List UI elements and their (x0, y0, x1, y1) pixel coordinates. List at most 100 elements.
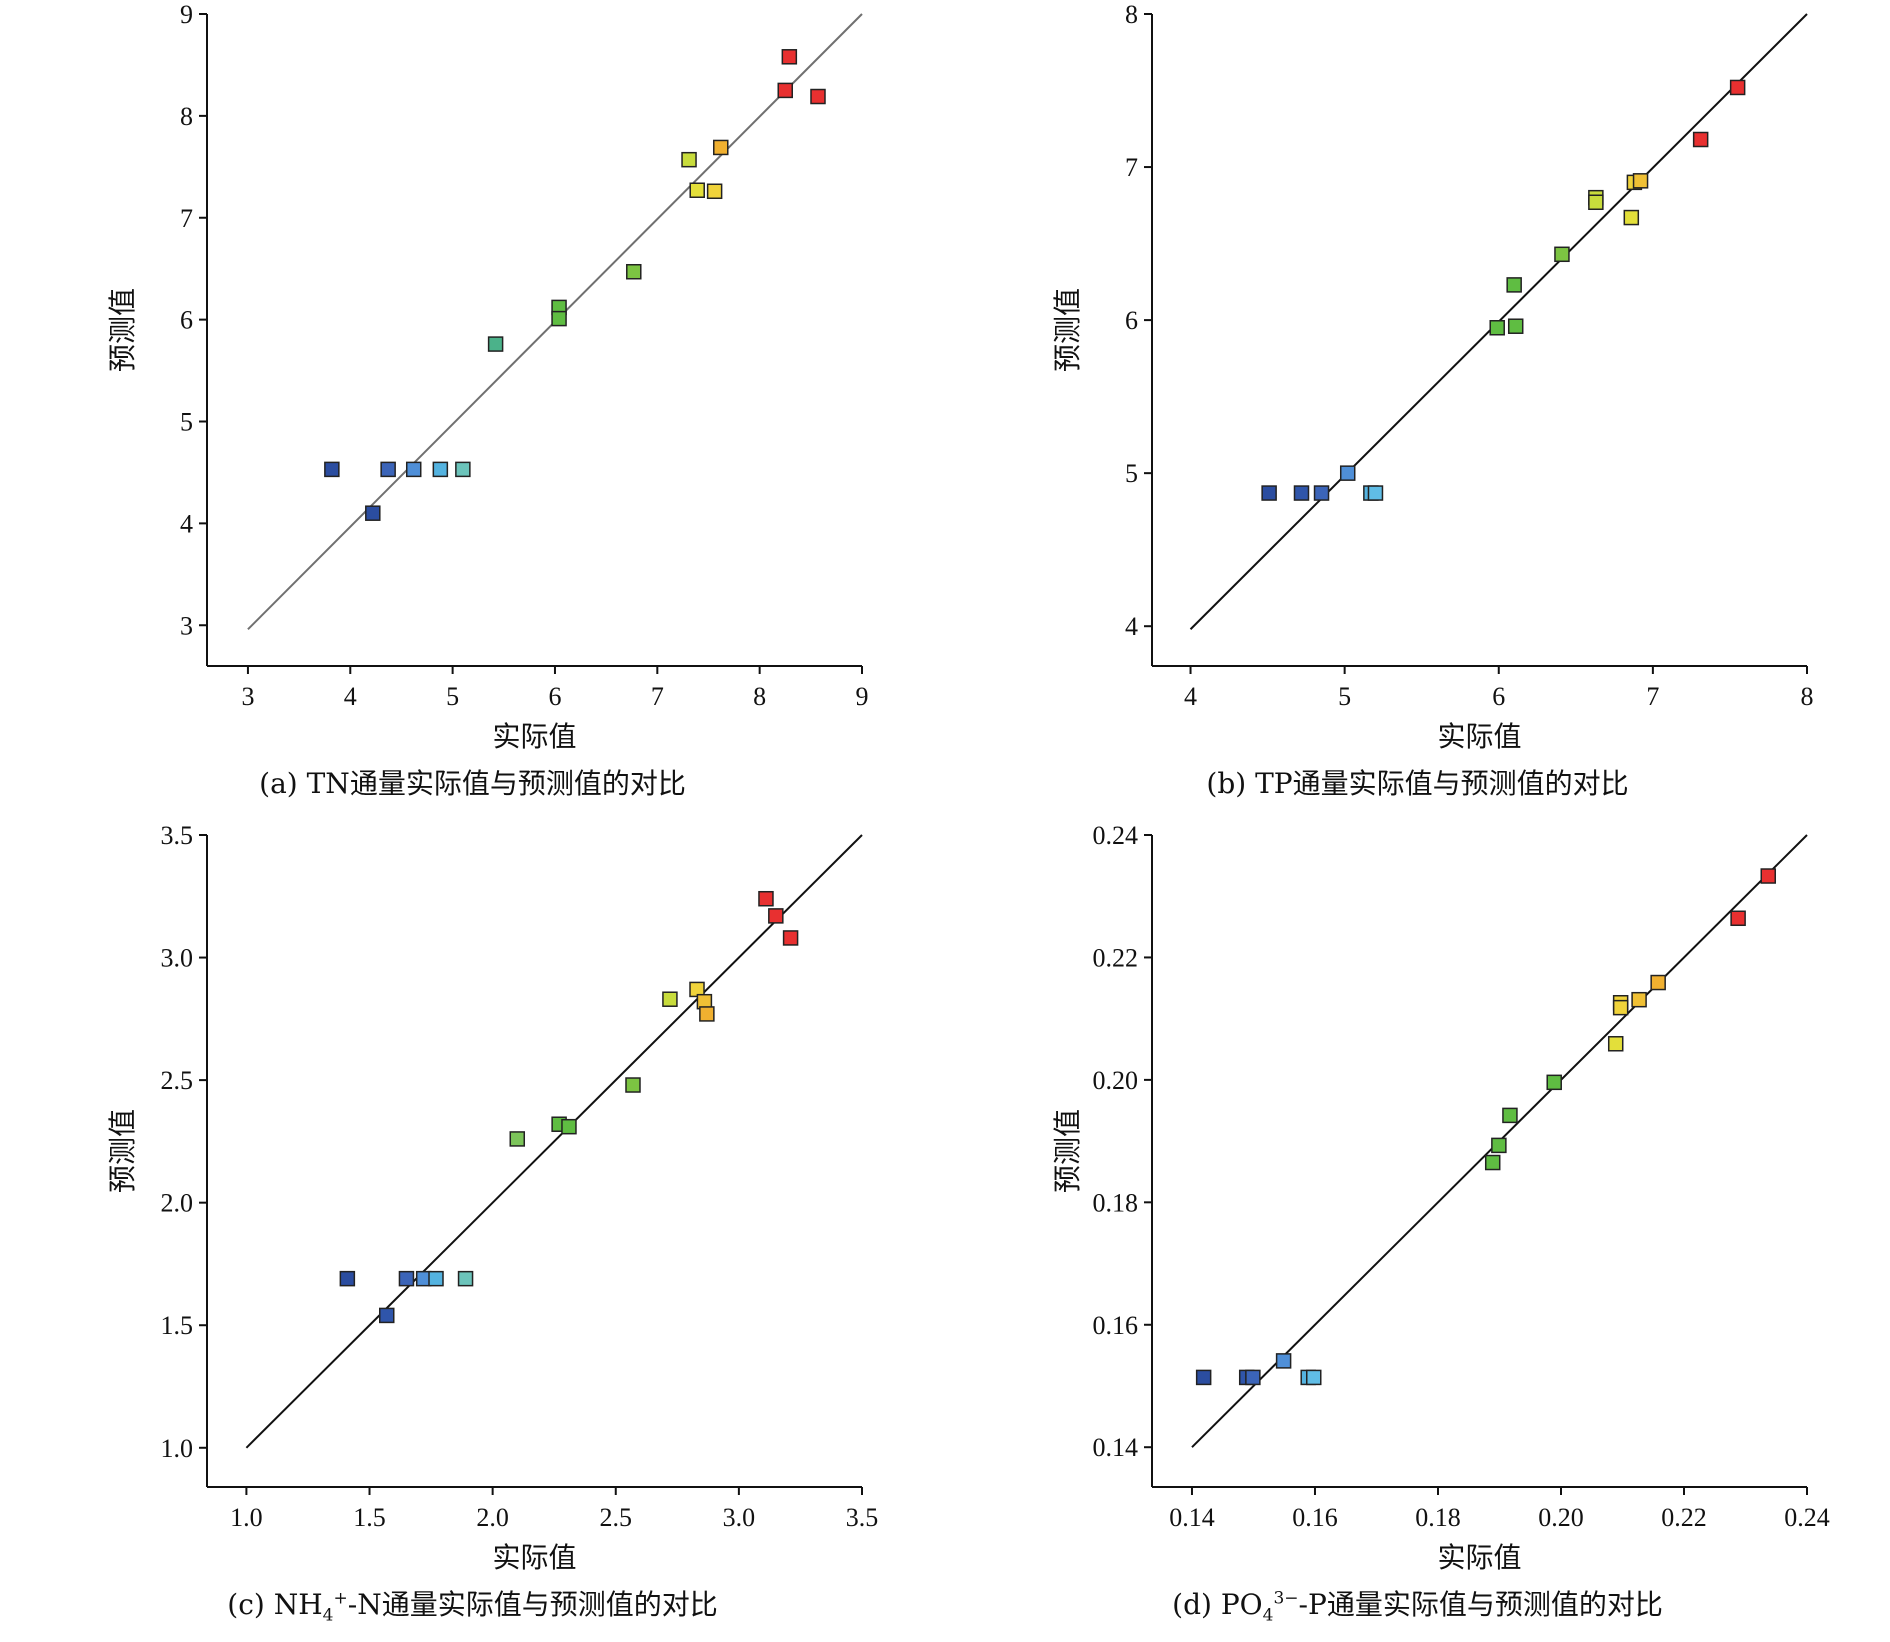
data-point-d-5 (1306, 1369, 1322, 1386)
y-tick-label-c-2: 2.0 (161, 1189, 194, 1218)
caption-b-prefix: (b) (1206, 767, 1256, 800)
y-tick-label-d-0: 0.14 (1093, 1433, 1139, 1462)
chart-panel-b: 4 5 6 7 8 4 5 6 7 8 实际值 预测值 (b) TP通量实际值与预测值的对比 (945, 0, 1890, 821)
data-point-b-0 (1261, 485, 1277, 501)
data-point-c-0 (339, 1270, 356, 1287)
data-point-d-10 (1607, 1036, 1624, 1052)
data-point-d-15 (1730, 910, 1746, 927)
reference-line-c (245, 834, 863, 1449)
x-tick-label-c-4: 3.0 (723, 1503, 756, 1532)
caption-a-prefix: (a) (259, 767, 307, 800)
caption-b-rest: 通量实际值与预测值的对比 (1292, 767, 1629, 800)
y-tick-label-a-6: 9 (180, 0, 193, 29)
y-tick-label-b-1: 5 (1125, 459, 1138, 488)
y-tick-label-b-0: 4 (1125, 612, 1138, 641)
data-point-b-1 (1293, 485, 1310, 501)
scatter-plot-b: 4 5 6 7 8 4 5 6 7 8 实际值 预测值 (1051, 0, 1814, 753)
x-axis-title-a: 实际值 (492, 720, 576, 753)
caption-a: (a) TN通量实际值与预测值的对比 (0, 762, 945, 802)
y-tick-label-c-4: 3.0 (161, 944, 194, 973)
y-tick-label-d-4: 0.22 (1093, 943, 1139, 972)
caption-d-sub: 4 (1262, 1605, 1274, 1626)
y-tick-label-a-1: 4 (180, 509, 193, 538)
x-tick-label-d-3: 0.20 (1538, 1503, 1584, 1532)
caption-d-prefix: (d) (1172, 1588, 1221, 1621)
data-point-c-2 (398, 1270, 415, 1287)
y-tick-label-c-0: 1.0 (161, 1434, 194, 1463)
chart-panel-c: 1.0 1.5 2.0 2.5 3.0 3.5 1.0 1.5 2.0 2.5 3.0 3.5 实际值 预… (0, 821, 945, 1642)
data-point-a-6 (487, 336, 504, 352)
data-point-c-10 (662, 991, 678, 1007)
x-axis-title-d: 实际值 (1437, 1541, 1521, 1574)
caption-c-sub: 4 (322, 1605, 334, 1626)
data-point-d-16 (1760, 868, 1777, 884)
y-axis-title-d: 预测值 (1051, 1109, 1084, 1193)
data-point-d-9 (1546, 1074, 1562, 1091)
data-point-a-3 (405, 461, 422, 478)
x-axis-title-c: 实际值 (492, 1541, 576, 1574)
data-point-d-3 (1275, 1353, 1292, 1369)
data-point-c-14 (758, 890, 774, 907)
data-point-b-2 (1313, 485, 1330, 501)
caption-c: (c) NH4+-N通量实际值与预测值的对比 (0, 1583, 945, 1626)
data-point-d-7 (1491, 1137, 1507, 1154)
caption-a-main: TN (306, 767, 350, 800)
data-point-b-15 (1692, 131, 1709, 148)
y-tick-label-a-0: 3 (180, 611, 193, 640)
x-tick-label-b-0: 4 (1184, 682, 1197, 711)
data-point-b-16 (1729, 79, 1746, 96)
data-point-b-6 (1489, 320, 1505, 336)
data-point-b-11 (1588, 194, 1604, 211)
scatter-plot-c: 1.0 1.5 2.0 2.5 3.0 3.5 1.0 1.5 2.0 2.5 3.0 3.5 实际值 预… (106, 821, 879, 1574)
data-point-a-5 (455, 461, 471, 478)
x-tick-label-a-1: 4 (344, 682, 357, 711)
data-point-d-13 (1631, 991, 1647, 1008)
caption-d-rest: -P通量实际值与预测值的对比 (1298, 1588, 1663, 1621)
data-point-a-9 (626, 263, 642, 280)
y-tick-label-c-1: 1.5 (161, 1311, 194, 1340)
data-point-c-1 (379, 1307, 395, 1324)
data-point-d-12 (1612, 999, 1629, 1016)
data-point-a-8 (551, 310, 567, 327)
data-point-c-13 (699, 1006, 715, 1022)
data-point-c-15 (768, 908, 784, 924)
data-point-a-16 (810, 88, 826, 105)
caption-d-sup: 3− (1273, 1588, 1299, 1609)
x-tick-label-d-5: 0.24 (1784, 1503, 1830, 1532)
caption-a-rest: 通量实际值与预测值的对比 (349, 767, 686, 800)
y-axis-title-c: 预测值 (106, 1109, 139, 1193)
caption-c-prefix: (c) (227, 1588, 274, 1621)
data-point-c-9 (625, 1077, 641, 1093)
data-point-c-4 (428, 1270, 444, 1287)
x-tick-label-b-2: 6 (1492, 682, 1505, 711)
caption-b-main: TP (1255, 767, 1293, 800)
x-tick-label-b-4: 8 (1801, 682, 1814, 711)
y-tick-label-c-5: 3.5 (161, 821, 194, 850)
data-point-b-3 (1339, 465, 1356, 481)
data-point-b-7 (1506, 277, 1522, 293)
y-tick-label-b-2: 6 (1125, 306, 1138, 335)
data-point-c-6 (509, 1131, 526, 1147)
x-tick-label-a-6: 9 (856, 682, 869, 711)
data-point-b-14 (1632, 173, 1649, 189)
x-tick-label-c-5: 3.5 (846, 1503, 879, 1532)
x-tick-label-c-1: 1.5 (353, 1503, 386, 1532)
caption-d: (d) PO43−-P通量实际值与预测值的对比 (945, 1583, 1890, 1626)
data-point-d-2 (1245, 1369, 1261, 1386)
x-tick-label-a-4: 7 (651, 682, 664, 711)
x-tick-label-d-4: 0.22 (1661, 1503, 1707, 1532)
x-tick-label-a-0: 3 (241, 682, 254, 711)
y-tick-label-c-3: 2.5 (161, 1066, 194, 1095)
chart-panel-d: 0.14 0.16 0.18 0.20 0.22 0.24 0.14 0.16 0.18 0.20… (945, 821, 1890, 1642)
x-tick-label-c-3: 2.5 (600, 1503, 633, 1532)
y-tick-label-d-2: 0.18 (1093, 1188, 1139, 1217)
y-tick-label-d-5: 0.24 (1093, 821, 1139, 850)
y-axis-title-a: 预测值 (106, 288, 139, 372)
caption-d-main: PO (1220, 1588, 1263, 1621)
data-point-c-5 (457, 1270, 474, 1287)
y-tick-label-a-4: 7 (180, 204, 193, 233)
data-point-a-1 (365, 505, 381, 521)
caption-c-main: NH (273, 1588, 323, 1621)
data-point-a-12 (706, 183, 723, 200)
y-tick-label-d-1: 0.16 (1093, 1311, 1139, 1340)
